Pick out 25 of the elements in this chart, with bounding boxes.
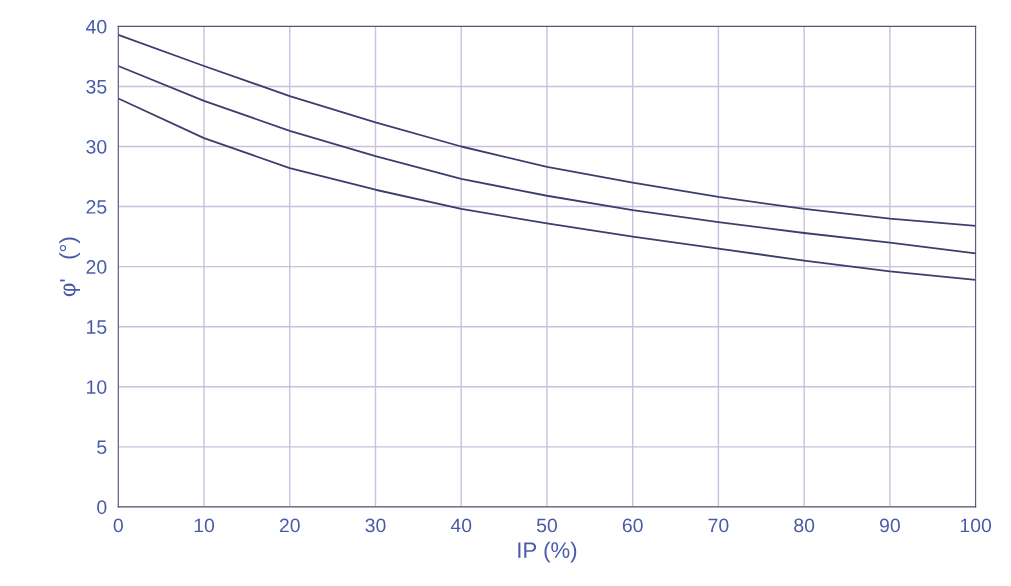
y-tick-label: 35 <box>86 79 107 94</box>
x-axis-title: IP (%) <box>518 541 577 563</box>
x-tick-label: 70 <box>708 518 729 533</box>
x-tick-label: 50 <box>536 518 558 533</box>
y-tick-label: 25 <box>86 200 107 214</box>
line-series <box>118 33 976 227</box>
y-axis-title: φ' (°) <box>59 237 80 297</box>
y-tick-label: 10 <box>87 380 107 394</box>
x-tick-label: 60 <box>622 518 643 533</box>
y-tick-label: 20 <box>86 260 107 274</box>
y-tick-label: 0 <box>97 500 107 515</box>
line-series <box>118 97 976 281</box>
x-tick-label: 90 <box>879 518 900 533</box>
x-tick-label: 0 <box>113 518 123 533</box>
x-tick-label: 80 <box>794 518 815 533</box>
y-tick-label: 30 <box>86 139 107 154</box>
y-tick-label: 15 <box>87 320 107 334</box>
x-tick-label: 40 <box>450 518 472 533</box>
line-series <box>118 65 976 255</box>
x-tick-label: 10 <box>194 518 215 533</box>
y-tick-label: 5 <box>97 440 107 455</box>
x-tick-label: 20 <box>279 518 300 533</box>
x-tick-label: 30 <box>365 518 386 533</box>
x-tick-label: 100 <box>960 518 992 533</box>
y-tick-label: 40 <box>86 19 107 34</box>
